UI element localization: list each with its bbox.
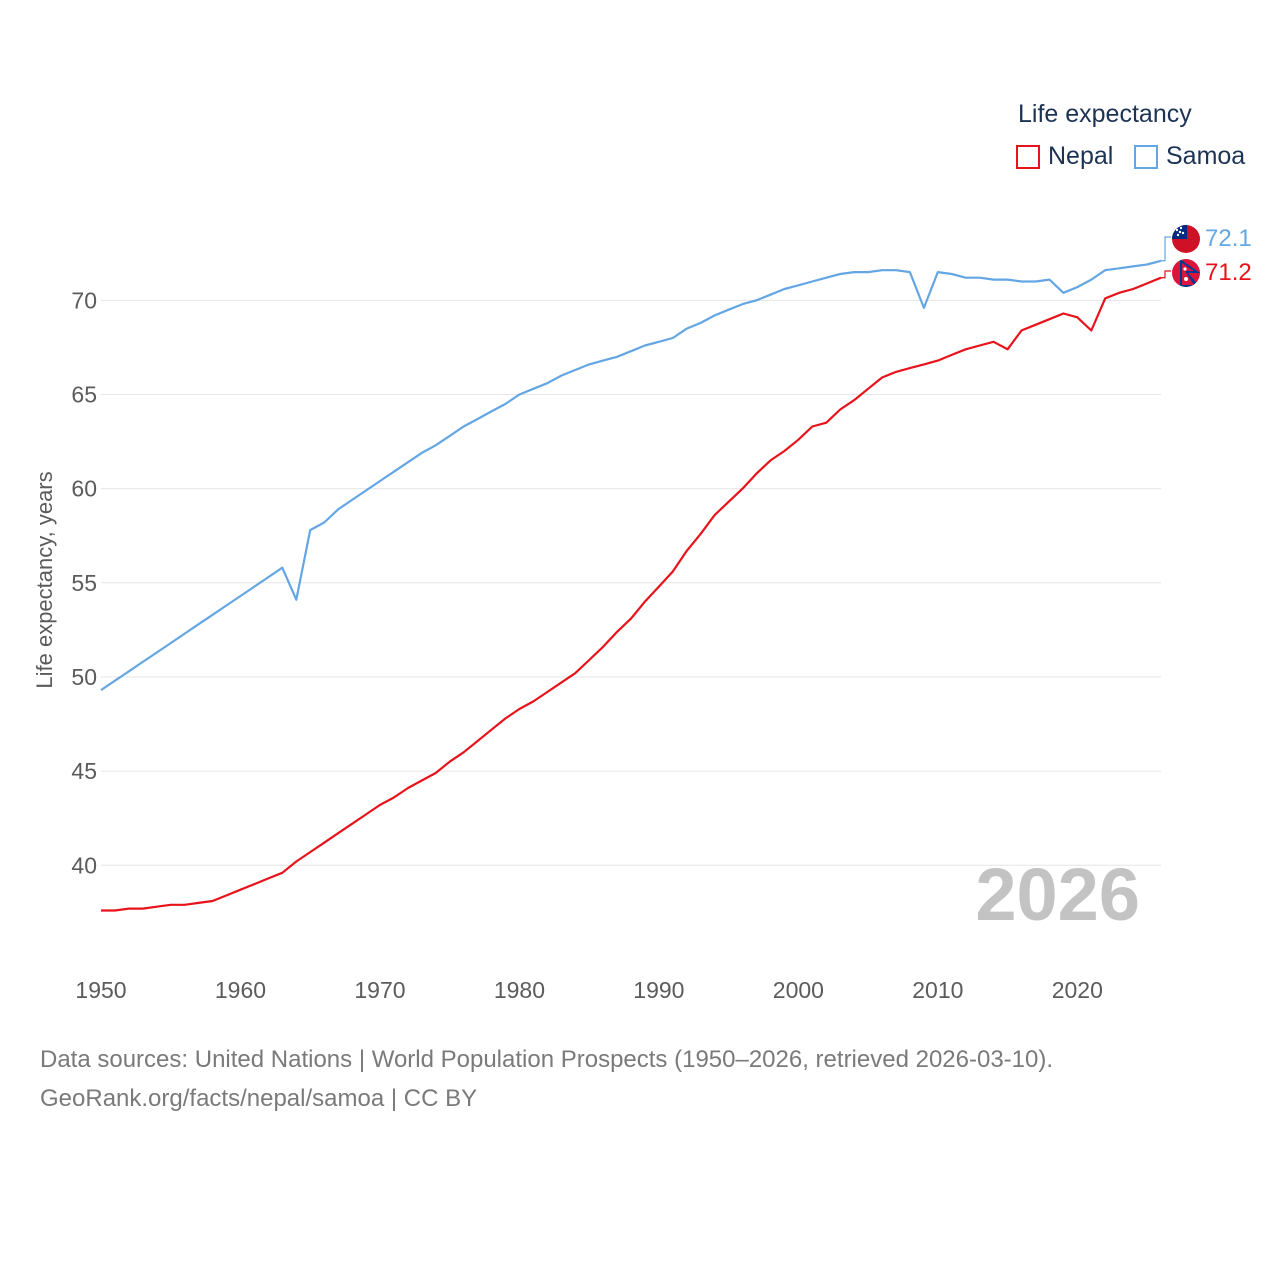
y-tick-label: 55: [71, 570, 97, 596]
year-watermark: 2026: [975, 853, 1140, 936]
y-tick-label: 70: [71, 287, 97, 313]
x-tick-label: 2000: [773, 977, 824, 1003]
x-tick-label: 1970: [354, 977, 405, 1003]
y-tick-label: 65: [71, 381, 97, 407]
x-tick-label: 1990: [633, 977, 684, 1003]
y-tick-label: 45: [71, 758, 97, 784]
y-tick-label: 60: [71, 476, 97, 502]
end-label-samoa: 72.1: [1205, 225, 1252, 252]
legend-swatch-samoa: [1134, 144, 1158, 169]
y-tick-label: 40: [71, 852, 97, 878]
series-line-nepal: [101, 276, 1162, 912]
legend-label-nepal: Nepal: [1048, 142, 1114, 170]
x-tick-label: 1960: [215, 977, 266, 1003]
series-lines: [100, 259, 1162, 912]
nepal-flag-icon: [1172, 259, 1200, 287]
y-axis-label: Life expectancy, years: [32, 471, 57, 688]
connector-nepal: [1161, 270, 1171, 279]
legend-title: Life expectancy: [1018, 100, 1192, 128]
legend-item-samoa[interactable]: Samoa: [1134, 142, 1245, 171]
y-axis-ticks: 40 45 50 55 60 65 70: [71, 287, 97, 878]
data-source-note: Data sources: United Nations | World Pop…: [40, 1046, 1054, 1073]
series-line-samoa: [100, 259, 1162, 692]
legend-item-nepal[interactable]: Nepal: [1016, 142, 1113, 171]
x-tick-label: 1980: [494, 977, 545, 1003]
attribution-link[interactable]: GeoRank.org/facts/nepal/samoa | CC BY: [40, 1085, 478, 1112]
end-labels: 72.1 71.2: [1161, 225, 1252, 287]
legend-label-samoa: Samoa: [1166, 142, 1246, 170]
gridlines: [101, 299, 1161, 866]
y-tick-label: 50: [71, 664, 97, 690]
x-tick-label: 1950: [75, 977, 126, 1003]
x-tick-label: 2020: [1052, 977, 1103, 1003]
end-label-nepal: 71.2: [1205, 259, 1252, 286]
x-tick-label: 2010: [912, 977, 963, 1003]
samoa-flag-icon: [1172, 225, 1200, 253]
x-axis-ticks: 1950 1960 1970 1980 1990 2000 2010 2020: [75, 977, 1102, 1003]
legend-swatch-nepal: [1016, 144, 1040, 169]
connector-samoa: [1161, 236, 1171, 262]
